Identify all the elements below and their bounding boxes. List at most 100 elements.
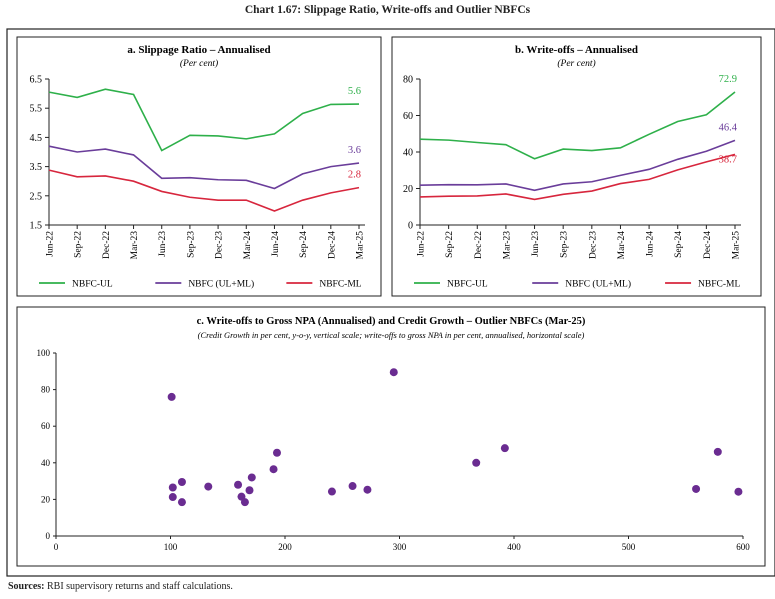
x-tick-label: Dec-24 bbox=[703, 231, 713, 259]
figure-title: Chart 1.67: Slippage Ratio, Write-offs a… bbox=[244, 4, 531, 16]
y-tick-label: 0 bbox=[46, 531, 51, 541]
series-line-nbfc-ul-ml- bbox=[419, 139, 736, 192]
legend-label: NBFC-UL bbox=[72, 280, 113, 290]
chart-subtitle: (Per cent) bbox=[180, 58, 218, 69]
scatter-point bbox=[500, 444, 509, 453]
panel-a: a. Slippage Ratio – Annualised (Per cent)… bbox=[16, 36, 382, 297]
x-tick-label: Mar-24 bbox=[617, 231, 627, 260]
y-tick-label: 1.5 bbox=[30, 221, 43, 232]
x-tick-label: 100 bbox=[164, 542, 178, 552]
scatter-point bbox=[234, 480, 243, 489]
scatter-point bbox=[389, 368, 398, 377]
scatter-point bbox=[713, 447, 722, 456]
scatter-point bbox=[204, 482, 213, 491]
sources-text: RBI supervisory returns and staff calcul… bbox=[44, 581, 233, 592]
x-tick-label: Dec-22 bbox=[474, 231, 484, 259]
x-tick-label: Dec-24 bbox=[327, 231, 337, 259]
x-tick-label: 400 bbox=[507, 542, 521, 552]
x-tick-label: Sep-24 bbox=[674, 231, 684, 258]
x-tick-label: 300 bbox=[393, 542, 407, 552]
x-tick-label: Dec-22 bbox=[102, 231, 112, 259]
legend-label: NBFC-UL bbox=[447, 280, 488, 290]
scatter-point bbox=[363, 485, 372, 494]
y-tick-label: 3.5 bbox=[30, 162, 43, 173]
y-tick-label: 60 bbox=[41, 421, 51, 431]
x-tick-label: 600 bbox=[736, 542, 750, 552]
y-tick-label: 20 bbox=[41, 494, 51, 504]
x-tick-label: Jun-22 bbox=[46, 231, 56, 257]
end-value-label: 3.6 bbox=[348, 145, 361, 156]
y-tick-label: 20 bbox=[403, 184, 413, 195]
scatter-point bbox=[168, 493, 177, 502]
x-tick-label: 200 bbox=[278, 542, 292, 552]
scatter-point bbox=[245, 486, 254, 495]
scatter-point bbox=[240, 498, 249, 507]
x-tick-label: Sep-24 bbox=[299, 231, 309, 258]
scatter-point bbox=[167, 392, 176, 401]
end-value-label: 38.7 bbox=[719, 154, 737, 165]
panel-border bbox=[16, 36, 382, 297]
y-tick-label: 80 bbox=[403, 75, 413, 86]
x-tick-label: Jun-22 bbox=[417, 231, 427, 257]
sources-label: Sources: bbox=[8, 581, 45, 592]
legend-label: NBFC-ML bbox=[319, 280, 361, 290]
scatter-point bbox=[272, 448, 281, 457]
scatter-point bbox=[247, 473, 256, 482]
chart-title: c. Write-offs to Gross NPA (Annualised) … bbox=[197, 316, 586, 327]
x-tick-label: Mar-25 bbox=[732, 231, 742, 260]
x-tick-label: Jun-24 bbox=[271, 231, 281, 257]
series-line-nbfc-ul bbox=[48, 88, 360, 152]
y-tick-label: 5.5 bbox=[30, 104, 43, 115]
legend-label: NBFC (UL+ML) bbox=[188, 279, 254, 290]
x-tick-label: Sep-23 bbox=[560, 231, 570, 258]
panel-border bbox=[16, 306, 766, 567]
chart-title: a. Slippage Ratio – Annualised bbox=[127, 44, 270, 56]
y-tick-label: 80 bbox=[41, 385, 51, 395]
x-tick-label: Mar-23 bbox=[502, 231, 512, 260]
x-tick-label: Dec-23 bbox=[215, 231, 225, 259]
end-value-label: 5.6 bbox=[348, 86, 361, 97]
x-tick-label: Mar-25 bbox=[356, 231, 366, 260]
sources-note: Sources: RBI supervisory returns and sta… bbox=[8, 581, 233, 592]
x-tick-label: Sep-22 bbox=[74, 231, 84, 258]
series-line-nbfc-ul-ml- bbox=[48, 145, 360, 190]
x-tick-label: Mar-23 bbox=[130, 231, 140, 260]
x-tick-label: Sep-23 bbox=[186, 231, 196, 258]
y-tick-label: 40 bbox=[403, 148, 413, 159]
y-tick-label: 2.5 bbox=[30, 191, 43, 202]
x-tick-label: 0 bbox=[54, 542, 59, 552]
x-tick-label: Jun-23 bbox=[531, 231, 541, 257]
panel-c: c. Write-offs to Gross NPA (Annualised) … bbox=[16, 306, 766, 567]
scatter-point bbox=[348, 482, 357, 491]
scatter-point bbox=[472, 458, 481, 467]
scatter-point bbox=[734, 487, 743, 496]
y-tick-label: 60 bbox=[403, 111, 413, 122]
y-tick-label: 4.5 bbox=[30, 133, 43, 144]
chart-subtitle: (Per cent) bbox=[557, 58, 595, 69]
x-tick-label: Jun-24 bbox=[646, 231, 656, 257]
chart-title: b. Write-offs – Annualised bbox=[515, 44, 638, 56]
x-tick-label: Sep-22 bbox=[445, 231, 455, 258]
scatter-point bbox=[692, 484, 701, 493]
x-tick-label: Mar-24 bbox=[243, 231, 253, 260]
scatter-point bbox=[177, 478, 186, 487]
series-line-nbfc-ml bbox=[419, 153, 736, 201]
legend-label: NBFC (UL+ML) bbox=[565, 279, 631, 290]
legend-label: NBFC-ML bbox=[698, 280, 740, 290]
chart-subtitle: (Credit Growth in per cent, y-o-y, verti… bbox=[198, 330, 585, 340]
end-value-label: 46.4 bbox=[719, 122, 738, 133]
panel-b: b. Write-offs – Annualised (Per cent) 0 20 4… bbox=[391, 36, 762, 297]
y-tick-label: 40 bbox=[41, 458, 51, 468]
scatter-point bbox=[327, 487, 336, 496]
scatter-point bbox=[269, 465, 278, 474]
scatter-point bbox=[168, 483, 177, 492]
x-tick-label: 500 bbox=[622, 542, 636, 552]
scatter-point bbox=[177, 498, 186, 507]
y-tick-label: 100 bbox=[37, 348, 51, 358]
end-value-label: 72.9 bbox=[719, 74, 737, 85]
x-tick-label: Dec-23 bbox=[588, 231, 598, 259]
end-value-label: 2.8 bbox=[348, 170, 361, 181]
x-tick-label: Jun-23 bbox=[158, 231, 168, 257]
series-line-nbfc-ul bbox=[419, 91, 736, 160]
